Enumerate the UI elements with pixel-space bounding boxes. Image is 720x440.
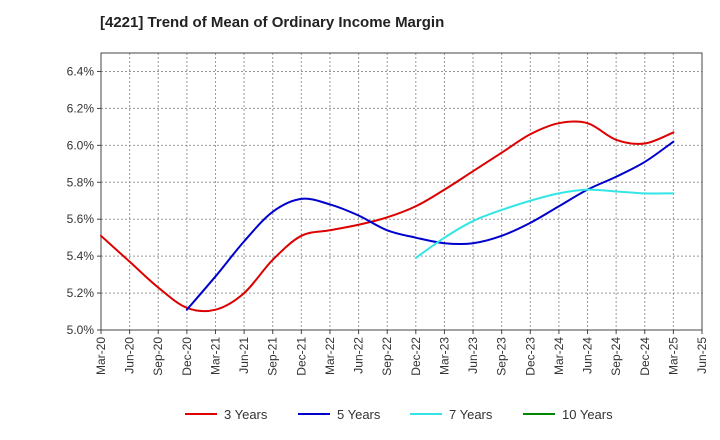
x-tick-label: Jun-21 [237, 337, 251, 374]
x-tick-label: Mar-20 [94, 337, 108, 375]
plot-border [100, 52, 703, 331]
y-tick-label: 5.8% [67, 175, 95, 189]
x-tick-label: Sep-21 [266, 337, 280, 376]
x-tick-label: Jun-22 [352, 337, 366, 374]
x-tick-label: Jun-24 [581, 337, 595, 374]
y-tick-label: 5.0% [67, 323, 95, 337]
series-lines [100, 120, 675, 313]
x-tick-label: Jun-25 [695, 337, 709, 374]
x-tick-label: Sep-24 [609, 337, 623, 376]
x-tick-label: Dec-21 [294, 337, 308, 376]
x-tick-label: Mar-25 [666, 337, 680, 375]
x-tick-label: Mar-23 [437, 337, 451, 375]
series-line-5-years [185, 140, 675, 311]
x-tick-label: Dec-23 [523, 337, 537, 376]
legend-label: 3 Years [224, 407, 268, 422]
y-tick-label: 6.0% [67, 138, 95, 152]
x-tick-label: Mar-24 [552, 337, 566, 375]
x-tick-label: Dec-20 [180, 337, 194, 376]
x-tick-label: Sep-20 [151, 337, 165, 376]
axes: 5.0% 5.2% 5.4% 5.6% 5.8% 6.0% 6.2% 6.4% Mar-20 Ju… [67, 52, 709, 376]
grid [101, 53, 702, 330]
x-tick-label: Mar-22 [323, 337, 337, 375]
legend-label: 5 Years [337, 407, 381, 422]
plot-area [101, 53, 702, 330]
x-tick-label: Sep-23 [495, 337, 509, 376]
x-tick-label: Jun-23 [466, 337, 480, 374]
legend-label: 10 Years [562, 407, 613, 422]
series-line-7-years [414, 188, 675, 259]
y-tick-label: 5.6% [67, 212, 95, 226]
chart-title: [4221] Trend of Mean of Ordinary Income … [100, 14, 445, 31]
legend: 3 Years 5 Years 7 Years 10 Years [185, 407, 613, 422]
y-tick-label: 6.4% [67, 64, 95, 78]
x-tick-label: Mar-21 [208, 337, 222, 375]
x-tick-label: Dec-24 [638, 337, 652, 376]
series-line-3-years [100, 120, 675, 313]
x-tick-label: Sep-22 [380, 337, 394, 376]
y-tick-label: 5.2% [67, 286, 95, 300]
x-tick-label: Jun-20 [123, 337, 137, 374]
x-tick-label: Dec-22 [409, 337, 423, 376]
legend-label: 7 Years [449, 407, 493, 422]
y-tick-label: 5.4% [67, 249, 95, 263]
y-tick-label: 6.2% [67, 101, 95, 115]
